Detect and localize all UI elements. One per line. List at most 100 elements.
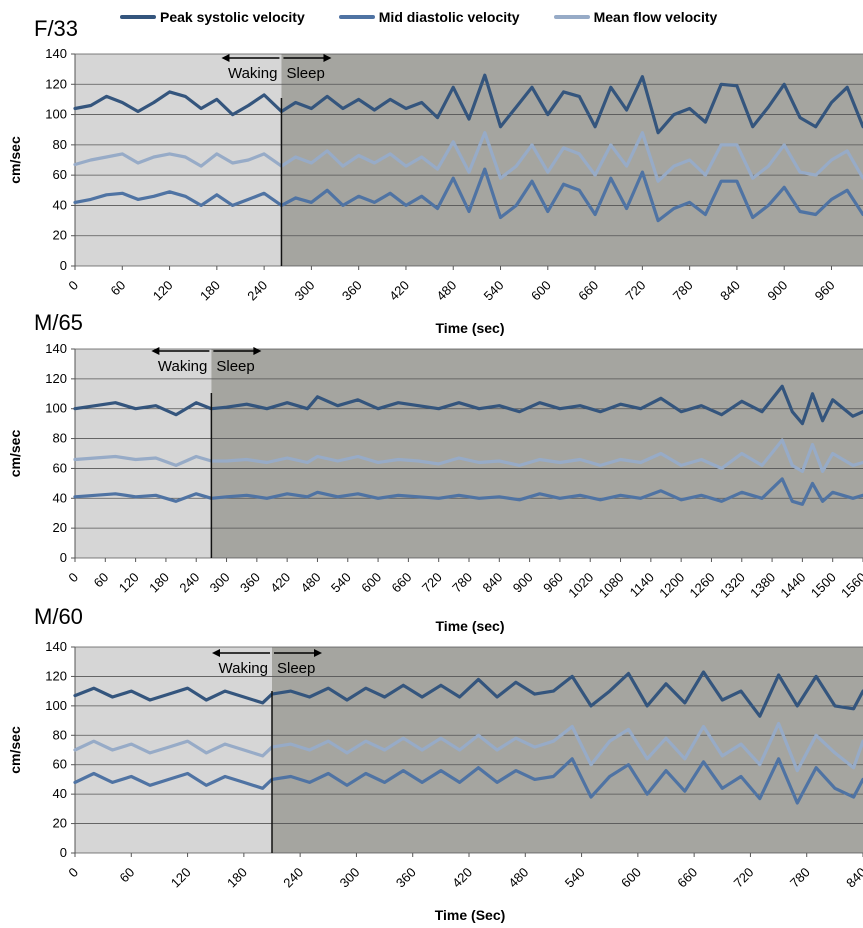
waking-arrowhead: [221, 54, 230, 62]
x-tick-label: 1440: [777, 570, 808, 601]
x-tick-label: 780: [449, 570, 475, 596]
legend-swatch: [120, 15, 156, 19]
y-tick-label: 140: [45, 46, 67, 61]
x-tick-label: 180: [146, 570, 172, 596]
x-tick-label: 360: [393, 865, 419, 891]
legend-swatch: [338, 15, 375, 19]
x-tick-label: 480: [298, 570, 324, 596]
y-tick-label: 20: [53, 520, 67, 535]
x-tick-label: 180: [224, 865, 250, 891]
y-tick-label: 100: [45, 401, 67, 416]
legend-item-peak-systolic: Peak systolic velocity: [120, 9, 305, 25]
y-tick-label: 80: [53, 431, 67, 446]
panel-title: M/60: [34, 604, 83, 629]
sleep-label: Sleep: [216, 358, 254, 375]
series-line-mid-diastolic-velocity: [73, 477, 863, 506]
x-axis-label: Time (sec): [436, 320, 505, 336]
y-tick-label: 60: [53, 460, 67, 475]
y-tick-label: 100: [45, 698, 67, 713]
chart-legend: Peak systolic velocity Mid diastolic vel…: [120, 6, 717, 28]
x-tick-label: 660: [389, 570, 415, 596]
y-tick-label: 140: [45, 341, 67, 356]
panel-title: M/65: [34, 310, 83, 335]
y-tick-label: 0: [60, 550, 67, 565]
x-tick-label: 720: [731, 865, 757, 891]
series-line-peak-systolic-velocity: [73, 73, 863, 135]
waking-arrowhead: [151, 347, 160, 355]
x-tick-label: 120: [150, 278, 176, 304]
x-tick-label: 540: [562, 865, 588, 891]
x-tick-label: 420: [449, 865, 475, 891]
x-tick-label: 1200: [656, 570, 687, 601]
sleep-label: Sleep: [286, 65, 324, 82]
x-tick-label: 240: [176, 570, 202, 596]
sleep-region: [211, 349, 863, 558]
x-tick-label: 660: [674, 865, 700, 891]
x-tick-label: 120: [116, 570, 142, 596]
x-tick-label: 1380: [747, 570, 778, 601]
x-tick-label: 120: [168, 865, 194, 891]
y-tick-label: 120: [45, 668, 67, 683]
x-tick-label: 300: [292, 278, 318, 304]
x-tick-label: 900: [510, 570, 536, 596]
panel-title: F/33: [34, 16, 78, 41]
y-tick-label: 40: [53, 197, 67, 212]
legend-label: Mean flow velocity: [593, 9, 718, 25]
x-tick-label: 1560: [838, 570, 863, 601]
sleep-arrowhead: [323, 54, 332, 62]
sleep-region: [272, 647, 863, 853]
x-tick-label: 540: [328, 570, 354, 596]
legend-item-mean-flow: Mean flow velocity: [553, 9, 718, 25]
x-tick-label: 0: [65, 570, 81, 586]
series-line-mean-flow-velocity: [73, 721, 863, 773]
waking-region: [75, 349, 212, 558]
y-tick-label: 60: [53, 167, 67, 182]
x-tick-label: 720: [623, 278, 649, 304]
sleep-label: Sleep: [277, 660, 315, 677]
sleep-arrowhead: [314, 649, 322, 657]
y-tick-label: 60: [53, 757, 67, 772]
waking-label: Waking: [219, 660, 268, 677]
chart-panel-3: 0 20 40 60 80 100 120 140 0 60 120 180 240 300 360 420 4…: [7, 604, 863, 923]
y-tick-label: 80: [53, 727, 67, 742]
x-tick-label: 60: [108, 278, 129, 299]
x-tick-label: 540: [481, 278, 507, 304]
x-tick-label: 960: [812, 278, 838, 304]
x-tick-label: 780: [670, 278, 696, 304]
series-line-mean-flow-velocity: [73, 438, 863, 473]
x-tick-label: 60: [91, 570, 112, 591]
y-tick-label: 120: [45, 371, 67, 386]
y-axis-label: cm/sec: [7, 136, 23, 184]
x-tick-label: 900: [764, 278, 790, 304]
x-axis-label: Time (Sec): [435, 907, 506, 923]
y-tick-label: 100: [45, 107, 67, 122]
x-tick-label: 480: [505, 865, 531, 891]
x-tick-label: 180: [197, 278, 223, 304]
x-tick-label: 720: [419, 570, 445, 596]
x-tick-label: 60: [117, 865, 138, 886]
x-tick-label: 420: [386, 278, 412, 304]
x-axis-label: Time (sec): [436, 618, 505, 634]
x-tick-label: 300: [337, 865, 363, 891]
y-tick-label: 140: [45, 639, 67, 654]
y-tick-label: 40: [53, 490, 67, 505]
sleep-arrowhead: [253, 347, 262, 355]
y-tick-label: 20: [53, 816, 67, 831]
x-tick-label: 1320: [717, 570, 748, 601]
y-tick-label: 80: [53, 137, 67, 152]
x-tick-label: 240: [280, 865, 306, 891]
x-tick-label: 1020: [565, 570, 596, 601]
waking-label: Waking: [158, 358, 207, 375]
x-tick-label: 300: [207, 570, 233, 596]
x-tick-label: 840: [717, 278, 743, 304]
x-tick-label: 1500: [808, 570, 839, 601]
legend-item-mid-diastolic: Mid diastolic velocity: [338, 9, 520, 25]
y-axis-label: cm/sec: [7, 430, 23, 478]
x-tick-label: 1260: [687, 570, 718, 601]
x-tick-label: 840: [843, 865, 863, 891]
series-line-peak-systolic-velocity: [73, 670, 863, 718]
x-tick-label: 360: [339, 278, 365, 304]
x-tick-label: 600: [618, 865, 644, 891]
y-tick-label: 0: [60, 258, 67, 273]
